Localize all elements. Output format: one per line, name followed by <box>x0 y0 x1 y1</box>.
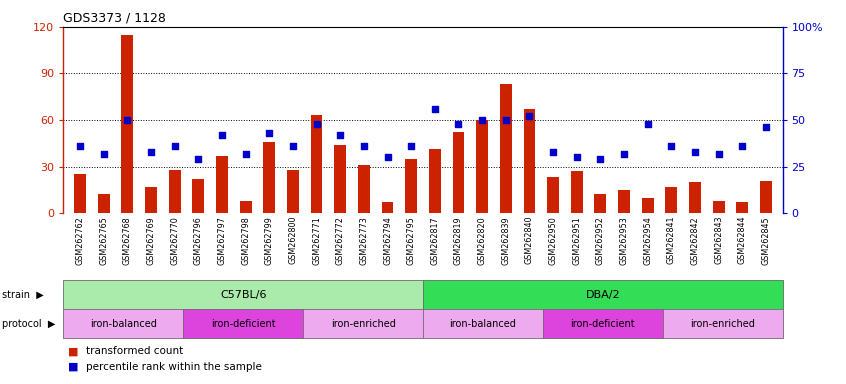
Point <box>594 156 607 162</box>
Point <box>759 124 772 131</box>
Point <box>262 130 276 136</box>
Point <box>735 143 749 149</box>
Bar <box>192 179 204 213</box>
Bar <box>618 190 630 213</box>
Text: C57BL/6: C57BL/6 <box>220 290 266 300</box>
Point <box>239 151 252 157</box>
Text: DBA/2: DBA/2 <box>585 290 620 300</box>
Point <box>570 154 584 161</box>
Point <box>74 143 87 149</box>
Point <box>381 154 394 161</box>
Bar <box>405 159 417 213</box>
Bar <box>168 170 180 213</box>
Point <box>499 117 513 123</box>
Text: iron-balanced: iron-balanced <box>90 318 157 329</box>
Text: strain  ▶: strain ▶ <box>2 290 43 300</box>
Bar <box>122 35 133 213</box>
Text: transformed count: transformed count <box>86 346 184 356</box>
Point <box>357 143 371 149</box>
Bar <box>571 171 583 213</box>
Bar <box>547 177 559 213</box>
Bar <box>713 201 724 213</box>
Point <box>97 151 111 157</box>
Text: ■: ■ <box>68 346 78 356</box>
Text: ■: ■ <box>68 362 78 372</box>
Point <box>665 143 678 149</box>
Point <box>641 121 655 127</box>
Text: iron-enriched: iron-enriched <box>331 318 396 329</box>
Point <box>168 143 181 149</box>
Bar <box>524 109 536 213</box>
Bar <box>736 202 748 213</box>
Bar <box>382 202 393 213</box>
Bar <box>74 174 86 213</box>
Bar <box>595 195 607 213</box>
Bar <box>145 187 157 213</box>
Bar <box>263 142 275 213</box>
Text: iron-deficient: iron-deficient <box>570 318 635 329</box>
Text: iron-enriched: iron-enriched <box>690 318 755 329</box>
Bar <box>500 84 512 213</box>
Bar <box>666 187 678 213</box>
Point <box>618 151 631 157</box>
Text: percentile rank within the sample: percentile rank within the sample <box>86 362 262 372</box>
Point <box>523 113 536 119</box>
Point <box>475 117 489 123</box>
Bar <box>358 165 370 213</box>
Bar <box>476 120 488 213</box>
Point <box>191 156 205 162</box>
Point <box>333 132 347 138</box>
Bar <box>239 201 251 213</box>
Point <box>215 132 228 138</box>
Bar <box>642 198 654 213</box>
Text: protocol  ▶: protocol ▶ <box>2 318 55 329</box>
Point <box>428 106 442 112</box>
Text: iron-deficient: iron-deficient <box>211 318 276 329</box>
Bar <box>216 156 228 213</box>
Point <box>689 149 702 155</box>
Bar <box>689 182 701 213</box>
Text: iron-balanced: iron-balanced <box>449 318 516 329</box>
Bar <box>334 145 346 213</box>
Point <box>310 121 323 127</box>
Bar <box>310 115 322 213</box>
Point <box>452 121 465 127</box>
Point <box>712 151 726 157</box>
Text: GDS3373 / 1128: GDS3373 / 1128 <box>63 12 167 25</box>
Point <box>286 143 299 149</box>
Point <box>120 117 134 123</box>
Bar <box>760 180 772 213</box>
Bar <box>98 195 110 213</box>
Point <box>547 149 560 155</box>
Point <box>404 143 418 149</box>
Bar <box>429 149 441 213</box>
Bar <box>287 170 299 213</box>
Point <box>144 149 157 155</box>
Bar <box>453 132 464 213</box>
